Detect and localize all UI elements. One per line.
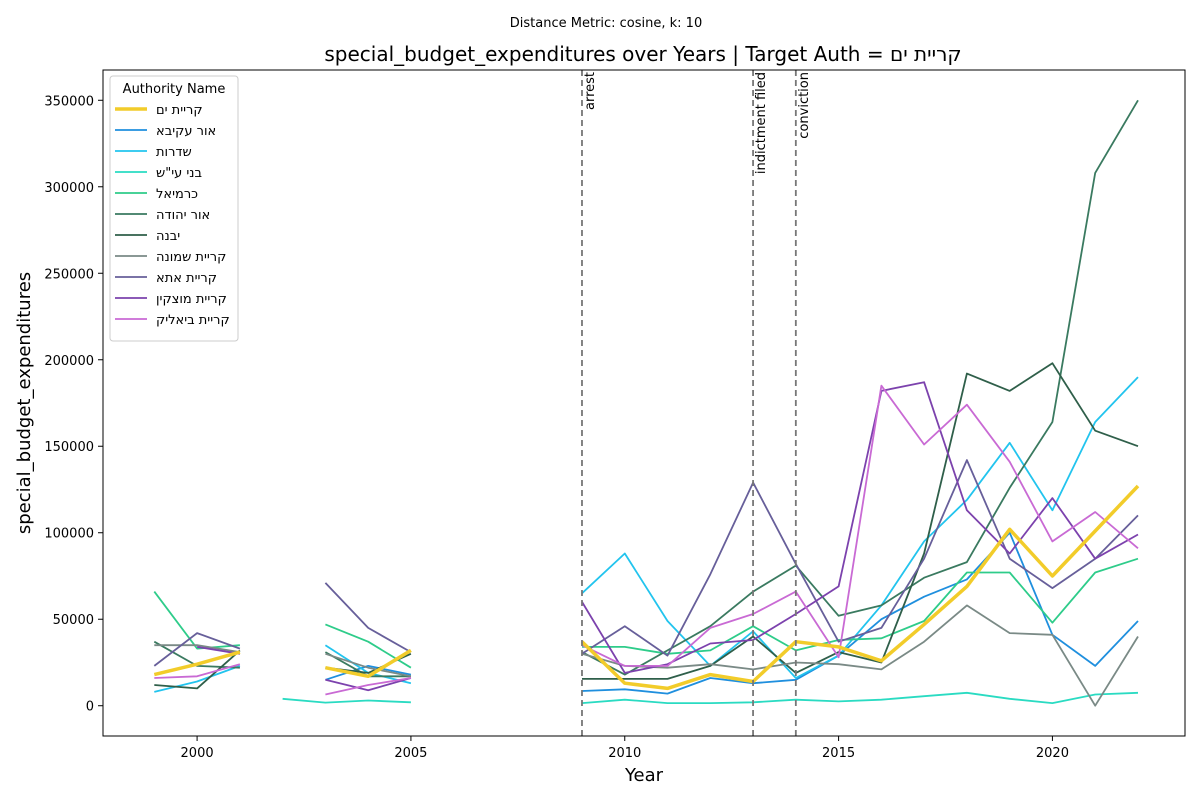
series-7-line-0: [154, 644, 241, 653]
series-3-line-1: [581, 691, 1139, 704]
legend-label-6: יבנה: [156, 229, 180, 244]
series-9-line-1: [325, 677, 412, 692]
legend-label-8: קריית אתא: [156, 271, 217, 286]
legend: Authority Name קריית ים אור עקיבא שדרות בני …: [109, 75, 239, 342]
y-axis-label: special_budget_expenditures: [14, 272, 35, 534]
legend-label-5: אור יהודה: [156, 208, 210, 223]
series-8-line-2: [581, 459, 1139, 657]
x-tick-label-4: 2020: [1036, 746, 1069, 761]
legend-label-7: קריית שמונה: [156, 250, 226, 265]
series-2-line-0: [154, 665, 241, 693]
legend-title: Authority Name: [123, 82, 226, 97]
x-tick-label-2: 2010: [608, 746, 641, 761]
series-6-line-2: [582, 362, 1139, 680]
series-3-line-0: [282, 697, 411, 704]
x-axis: 2000 2005 2010 2015 2020: [181, 736, 1069, 761]
legend-label-4: כרמיאל: [156, 187, 198, 202]
legend-label-0: קריית ים: [156, 103, 203, 118]
series-6: [154, 362, 1139, 690]
series-7-line-1: [325, 652, 412, 678]
y-axis: 0 50000 100000 150000 200000 250000 300000 3500…: [44, 94, 103, 715]
y-tick-label-3: 150000: [44, 440, 94, 455]
y-tick-label-5: 250000: [44, 267, 94, 282]
series-1: [325, 531, 1139, 695]
vline-label-0: arrest: [583, 72, 598, 110]
series-10-line-0: [154, 663, 241, 679]
y-tick-label-1: 50000: [53, 613, 94, 628]
series-8-line-0: [153, 632, 241, 667]
series-4-line-1: [325, 623, 412, 669]
series-0: [153, 484, 1140, 691]
series-7: [154, 604, 1139, 707]
legend-label-1: אור עקיבא: [156, 124, 216, 139]
x-axis-label: Year: [624, 765, 664, 786]
plot-frame: [102, 69, 1186, 737]
y-tick-label-0: 0: [86, 700, 94, 715]
chart-suptitle: Distance Metric: cosine, k: 10: [510, 16, 702, 31]
series-3: [282, 691, 1139, 704]
y-tick-label-6: 300000: [44, 181, 94, 196]
series-0-line-0: [153, 650, 241, 677]
series-4-line-2: [582, 557, 1139, 655]
series-1-line-1: [581, 531, 1139, 695]
legend-label-2: שדרות: [156, 145, 192, 160]
legend-label-10: קריית ביאליק: [156, 313, 230, 328]
series-1-line-0: [325, 665, 412, 681]
series-2-line-2: [581, 376, 1139, 679]
y-tick-label-2: 100000: [44, 527, 94, 542]
series-5: [153, 99, 1139, 678]
series-0-line-2: [580, 484, 1140, 691]
series-10-line-2: [581, 384, 1139, 667]
series-6-line-0: [154, 649, 241, 690]
y-tick-label-7: 350000: [44, 94, 94, 109]
series-5-line-2: [581, 99, 1139, 676]
chart-title: special_budget_expenditures over Years |…: [324, 42, 961, 66]
series-8-line-1: [324, 582, 412, 653]
x-tick-label-0: 2000: [181, 746, 214, 761]
series-10-line-1: [325, 677, 412, 696]
series-8: [153, 459, 1139, 667]
series-10: [154, 384, 1139, 696]
plot-area: [153, 99, 1140, 707]
series-9: [196, 381, 1139, 692]
vline-label-2: conviction: [797, 72, 812, 139]
series-4: [153, 557, 1139, 669]
series-4-line-0: [153, 591, 240, 650]
legend-label-3: בני עי"ש: [156, 166, 202, 181]
legend-label-9: קריית מוצקין: [156, 292, 227, 307]
series-7-line-2: [581, 604, 1139, 707]
series-0-line-1: [325, 648, 412, 679]
y-tick-label-4: 200000: [44, 354, 94, 369]
x-tick-label-3: 2015: [822, 746, 855, 761]
legend-box: [109, 75, 239, 342]
x-tick-label-1: 2005: [394, 746, 427, 761]
vline-label-1: indictment filed: [754, 72, 769, 174]
event-lines: arrest indictment filed conviction: [581, 70, 812, 736]
